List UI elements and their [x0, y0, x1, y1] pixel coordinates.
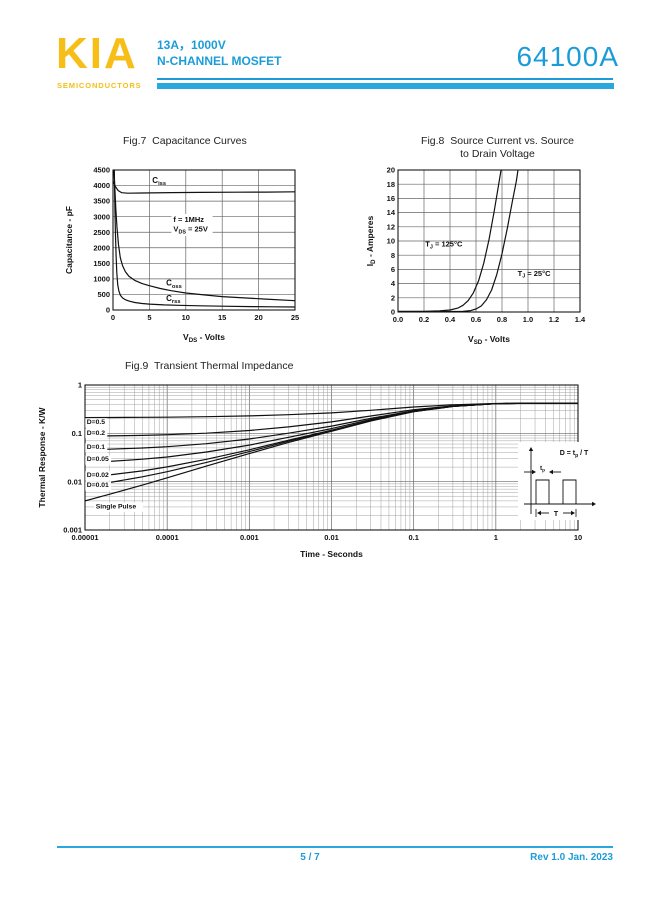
capacitance-chart: 0 5 10 15 20 25 0 500 1000 1500 2000 2500 3000 3500 40… — [64, 166, 299, 345]
svg-text:4: 4 — [391, 279, 396, 288]
svg-text:TJ = 125°C: TJ = 125°C — [425, 240, 463, 251]
svg-text:2000: 2000 — [93, 243, 110, 252]
svg-text:1.4: 1.4 — [575, 315, 586, 324]
svg-text:D=0.1: D=0.1 — [87, 444, 106, 451]
svg-text:D=0.02: D=0.02 — [87, 472, 109, 479]
figure-8-title-line2: to Drain Voltage — [460, 148, 535, 160]
svg-text:20: 20 — [254, 313, 262, 322]
svg-text:8: 8 — [391, 251, 395, 260]
svg-text:0.4: 0.4 — [445, 315, 456, 324]
figure-7-title: Fig.7 Capacitance Curves — [123, 135, 247, 147]
device-rating: 13A，1000V — [157, 38, 226, 52]
svg-text:Time - Seconds: Time - Seconds — [300, 549, 363, 559]
header-rule-thick — [157, 83, 614, 89]
svg-text:0.2: 0.2 — [419, 315, 429, 324]
page-indicator: 5 / 7 — [300, 852, 320, 863]
svg-text:1: 1 — [494, 533, 498, 542]
svg-text:Coss: Coss — [166, 279, 182, 290]
svg-text:0.1: 0.1 — [408, 533, 418, 542]
figure-8-title-line1: Fig.8 Source Current vs. Source — [421, 135, 574, 147]
svg-text:14: 14 — [387, 208, 396, 217]
device-type: N-CHANNEL MOSFET — [157, 54, 282, 68]
svg-text:Capacitance - pF: Capacitance - pF — [64, 206, 74, 274]
svg-text:ID - Amperes: ID - Amperes — [365, 216, 377, 267]
svg-text:0.01: 0.01 — [67, 477, 82, 486]
figure-9-thermal-impedance: Fig.9 Transient Thermal Impedance 0.0000… — [35, 358, 625, 568]
source-current-chart: 0.0 0.2 0.4 0.6 0.8 1.0 1.2 1.4 0 2 4 6 8 10 12 14 16 18 2… — [365, 166, 586, 347]
revision-label: Rev 1.0 Jan. 2023 — [530, 852, 613, 863]
svg-text:0: 0 — [106, 306, 110, 315]
svg-text:0.00001: 0.00001 — [71, 533, 98, 542]
svg-text:D = tp / T: D = tp / T — [560, 450, 589, 459]
svg-text:D=0.05: D=0.05 — [87, 456, 109, 463]
svg-text:4000: 4000 — [93, 181, 110, 190]
brand-logo-subtext: SEMICONDUCTORS — [57, 81, 142, 90]
svg-text:0.1: 0.1 — [72, 429, 82, 438]
figure-8-source-current: Fig.8 Source Current vs. Source to Drain… — [365, 133, 595, 368]
svg-text:1000: 1000 — [93, 274, 110, 283]
header-rule-thin — [157, 78, 613, 80]
svg-text:0.0: 0.0 — [393, 315, 403, 324]
svg-text:5: 5 — [147, 313, 151, 322]
svg-text:VSD - Volts: VSD - Volts — [468, 334, 510, 346]
svg-text:Crss: Crss — [166, 294, 180, 305]
svg-text:0.0001: 0.0001 — [156, 533, 179, 542]
svg-text:2500: 2500 — [93, 228, 110, 237]
part-number: 64100A — [516, 41, 619, 72]
svg-text:T: T — [554, 511, 559, 518]
svg-text:VDS = 25V: VDS = 25V — [173, 224, 207, 235]
svg-text:10: 10 — [574, 533, 582, 542]
svg-text:1: 1 — [78, 381, 82, 390]
svg-text:tp: tp — [540, 465, 545, 473]
figure-9-title: Fig.9 Transient Thermal Impedance — [125, 360, 294, 372]
svg-text:D=0.5: D=0.5 — [87, 419, 106, 426]
svg-text:0.001: 0.001 — [63, 526, 82, 535]
svg-text:D=0.2: D=0.2 — [87, 430, 106, 437]
svg-text:TJ = 25°C: TJ = 25°C — [518, 269, 551, 280]
footer-rule — [57, 846, 613, 848]
thermal-impedance-chart: 0.00001 0.0001 0.001 0.01 0.1 1 10 1 0.1 0.01 0.00… — [37, 381, 602, 559]
figure-7-capacitance: Fig.7 Capacitance Curves 0 5 10 15 20 25 0 500 1… — [60, 133, 320, 368]
svg-text:4500: 4500 — [93, 166, 110, 175]
svg-text:VDS - Volts: VDS - Volts — [183, 332, 225, 344]
svg-text:0: 0 — [391, 308, 395, 317]
svg-text:0.6: 0.6 — [471, 315, 481, 324]
svg-text:25: 25 — [291, 313, 299, 322]
svg-text:15: 15 — [218, 313, 226, 322]
svg-text:16: 16 — [387, 194, 395, 203]
svg-text:3500: 3500 — [93, 197, 110, 206]
svg-text:f = 1MHz: f = 1MHz — [173, 215, 204, 224]
svg-text:10: 10 — [387, 237, 395, 246]
svg-text:Single Pulse: Single Pulse — [96, 503, 137, 510]
svg-text:0.8: 0.8 — [497, 315, 507, 324]
svg-text:1.0: 1.0 — [523, 315, 533, 324]
svg-text:2: 2 — [391, 293, 395, 302]
svg-text:Ciss: Ciss — [152, 176, 166, 187]
svg-text:0.001: 0.001 — [240, 533, 259, 542]
svg-text:12: 12 — [387, 222, 395, 231]
svg-text:1.2: 1.2 — [549, 315, 559, 324]
svg-text:10: 10 — [182, 313, 190, 322]
svg-text:6: 6 — [391, 265, 395, 274]
svg-text:Thermal Response - K/W: Thermal Response - K/W — [37, 406, 47, 507]
svg-text:0.01: 0.01 — [324, 533, 339, 542]
svg-text:D=0.01: D=0.01 — [87, 482, 109, 489]
svg-text:20: 20 — [387, 166, 395, 175]
svg-text:0: 0 — [111, 313, 115, 322]
svg-text:1500: 1500 — [93, 259, 110, 268]
svg-text:500: 500 — [97, 290, 110, 299]
svg-text:18: 18 — [387, 180, 395, 189]
brand-logo: KIA — [56, 29, 138, 78]
svg-text:3000: 3000 — [93, 212, 110, 221]
